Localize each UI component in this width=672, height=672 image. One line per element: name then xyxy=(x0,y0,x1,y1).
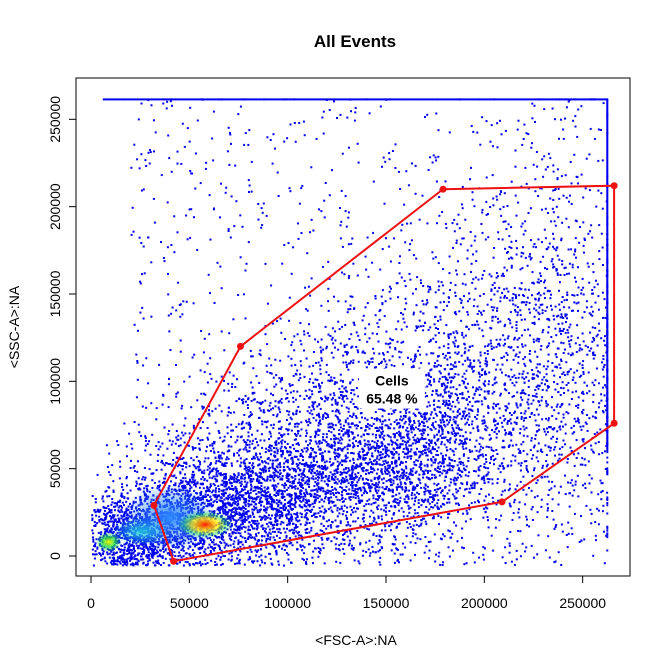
gate-layer xyxy=(150,182,618,565)
x-tick-label: 150000 xyxy=(363,595,410,611)
y-tick-label: 250000 xyxy=(47,96,63,143)
gate-vertex[interactable] xyxy=(439,185,447,193)
y-tick-label: 200000 xyxy=(47,183,63,230)
chart-title: All Events xyxy=(314,32,396,51)
gate-vertex[interactable] xyxy=(498,498,506,506)
y-axis-label: <SSC-A>:NA xyxy=(6,285,22,368)
gate-label-box: Cells 65.48 % xyxy=(358,368,425,409)
gate-polygon[interactable] xyxy=(152,184,616,563)
gate-name-label: Cells xyxy=(375,373,409,389)
x-tick-label: 50000 xyxy=(170,595,209,611)
gate-vertex[interactable] xyxy=(610,419,618,427)
density-layer xyxy=(91,98,609,567)
gate-vertex[interactable] xyxy=(150,501,158,509)
gate-vertex[interactable] xyxy=(610,182,618,190)
density-blob xyxy=(177,510,234,539)
gate-vertex[interactable] xyxy=(170,557,178,565)
x-tick-label: 250000 xyxy=(559,595,606,611)
x-axis: 0 50000 100000 150000 200000 250000 xyxy=(87,575,606,611)
y-tick-label: 100000 xyxy=(47,358,63,405)
x-tick-label: 0 xyxy=(87,595,95,611)
gate-percent-label: 65.48 % xyxy=(366,391,418,407)
y-axis: 0 50000 100000 150000 200000 250000 xyxy=(47,96,77,560)
gate-label-background xyxy=(358,368,425,409)
y-tick-label: 150000 xyxy=(47,270,63,317)
gate-vertex[interactable] xyxy=(236,342,244,350)
y-tick-label: 50000 xyxy=(47,449,63,488)
x-tick-label: 200000 xyxy=(461,595,508,611)
x-axis-label: <FSC-A>:NA xyxy=(315,632,397,648)
x-tick-label: 100000 xyxy=(264,595,311,611)
y-tick-label: 0 xyxy=(47,552,63,560)
density-blob xyxy=(110,517,171,546)
